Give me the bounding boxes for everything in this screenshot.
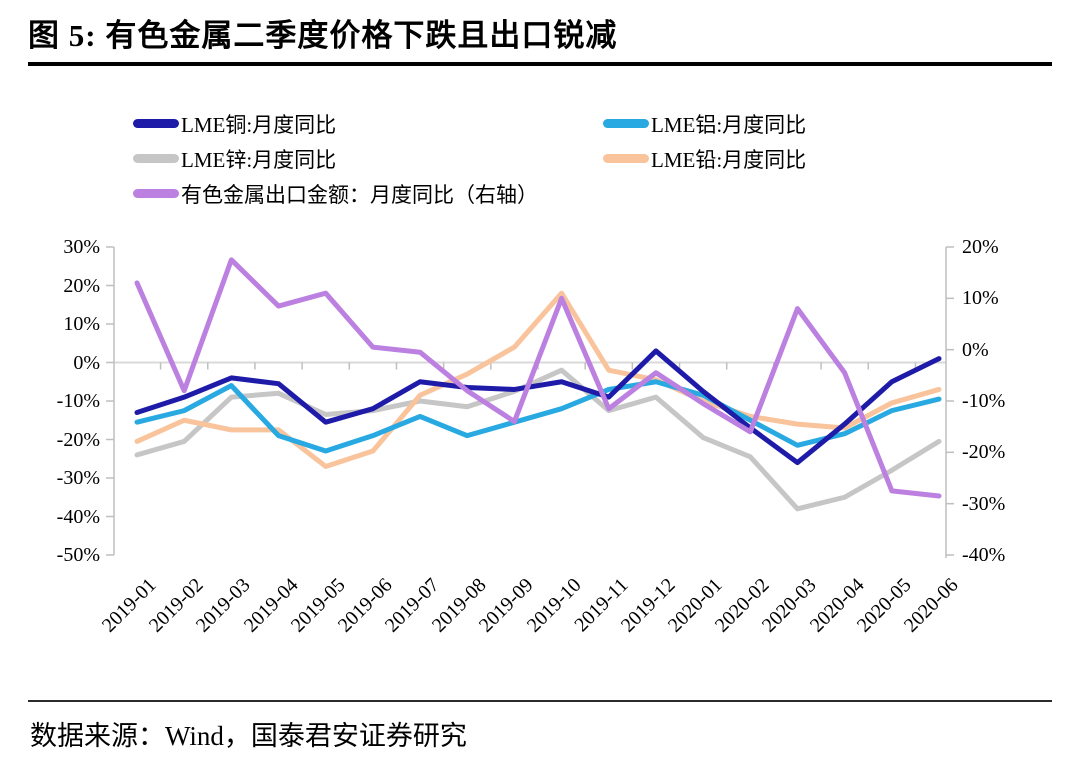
- left-axis-tick-label: -40%: [56, 505, 100, 528]
- left-axis-tick-label: -20%: [56, 428, 100, 451]
- footer-rule: [28, 700, 1052, 702]
- right-axis-tick-label: 0%: [962, 338, 989, 361]
- legend-label: LME铅:月度同比: [651, 147, 807, 172]
- right-axis-tick-label: -30%: [962, 492, 1006, 515]
- legend-label: LME铜:月度同比: [181, 112, 337, 137]
- title-rule: [28, 62, 1052, 66]
- left-axis-tick-label: -30%: [56, 467, 100, 489]
- legend-item-lme-zinc: LME锌:月度同比: [133, 144, 603, 174]
- source-note: 数据来源：Wind，国泰君安证券研究: [30, 721, 467, 751]
- legend-label: 有色金属出口金额：月度同比（右轴）: [181, 182, 538, 207]
- series-line-lme-aluminum: [134, 379, 942, 454]
- legend-item-lme-lead: LME铅:月度同比: [603, 144, 943, 174]
- left-axis-tick-label: 10%: [63, 313, 100, 335]
- legend-swatch-lme-aluminum: [603, 119, 649, 128]
- right-axis-tick-label: -10%: [962, 390, 1006, 412]
- series-line-lme-zinc: [134, 367, 942, 512]
- legend-label: LME锌:月度同比: [181, 147, 337, 172]
- left-axis-tick-label: -10%: [56, 390, 100, 412]
- legend-item-lme-copper: LME铜:月度同比: [133, 109, 603, 139]
- legend-swatch-nonferrous-export: [133, 189, 179, 198]
- right-axis-tick-label: -40%: [962, 544, 1006, 566]
- right-axis-tick-label: 20%: [962, 236, 999, 258]
- legend-swatch-lme-zinc: [133, 154, 179, 163]
- series-line-nonferrous-export: [134, 257, 942, 499]
- left-axis-tick-label: 0%: [73, 351, 100, 374]
- left-axis-tick-label: 30%: [63, 236, 100, 258]
- legend-swatch-lme-lead: [603, 154, 649, 163]
- legend-swatch-lme-copper: [133, 119, 179, 128]
- right-axis-tick-label: -20%: [962, 441, 1006, 464]
- figure-title: 图 5: 有色金属二季度价格下跌且出口锐减: [28, 18, 618, 53]
- legend-item-nonferrous-export: 有色金属出口金额：月度同比（右轴）: [133, 179, 603, 209]
- series-line-lme-copper: [134, 348, 942, 466]
- legend: LME铜:月度同比 LME铝:月度同比 LME锌:月度同比 LME铅:月度同比有色金属…: [133, 106, 943, 211]
- left-axis-tick-label: 20%: [63, 274, 100, 297]
- legend-label: LME铝:月度同比: [651, 112, 807, 137]
- right-axis-tick-label: 10%: [962, 287, 999, 310]
- legend-item-lme-aluminum: LME铝:月度同比: [603, 109, 943, 139]
- left-axis-tick-label: -50%: [56, 544, 100, 566]
